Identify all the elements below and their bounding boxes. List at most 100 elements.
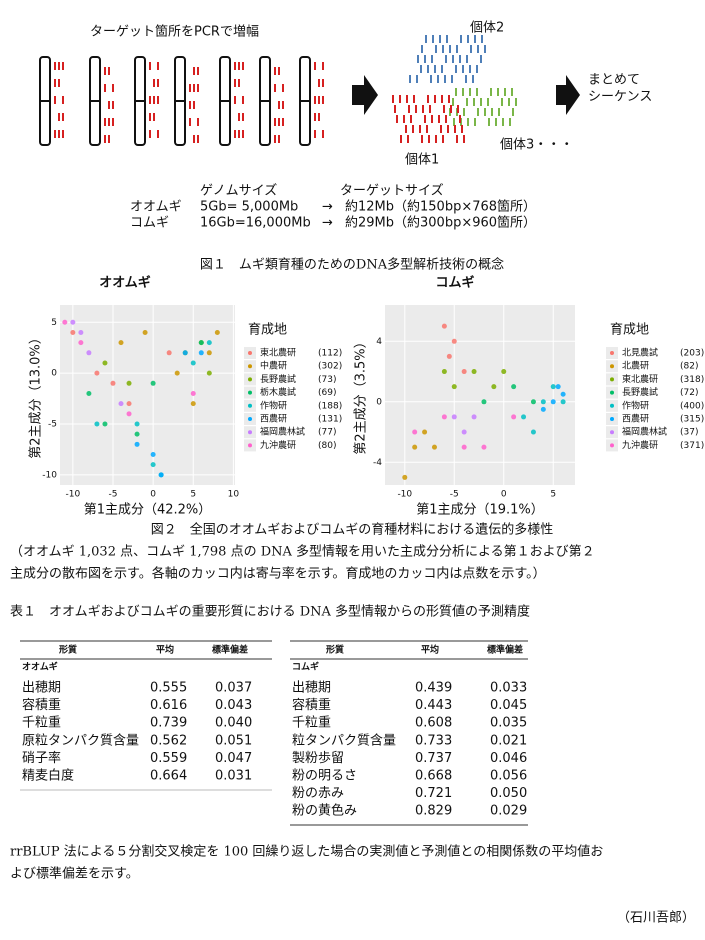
amplicon [112,118,114,126]
amplicon [197,118,199,126]
point [102,421,108,427]
read [422,105,424,113]
read [443,105,445,113]
table-cell: 0.721 [415,786,452,801]
amplicon [58,62,60,70]
point [190,390,196,396]
legend-label: 北見農試 [622,347,658,359]
read [448,95,450,103]
arrow [352,75,378,115]
x-tick-label: 10 [228,490,240,500]
read [439,35,441,43]
read [477,108,479,116]
table-cell: 出穂期 [292,681,331,696]
table-cell: 精麦白度 [22,768,74,784]
point [560,391,566,397]
amplicon [104,118,106,126]
amplicon [278,135,280,143]
amplicon [104,135,106,143]
point [451,338,457,344]
point [560,399,566,405]
read [481,35,483,43]
amplicon [149,130,151,138]
legend-count: (80) [318,441,336,451]
text: （オオムギ 1,032 点、コムギ 1,798 点の DNA 多型情報を用いた主… [10,544,595,560]
amplicon [62,62,64,70]
amplicon [58,130,60,138]
read [407,135,409,143]
point [481,444,487,450]
read [449,45,451,53]
legend-count: (112) [318,349,342,359]
point [451,414,457,420]
x-tick-label: -10 [397,490,412,500]
table-header: 標準偏差 [212,644,248,656]
read [410,115,412,123]
point [511,384,517,390]
point [550,399,556,405]
read [441,95,443,103]
amplicon [112,84,114,92]
read [502,118,504,126]
read [434,95,436,103]
read [495,118,497,126]
read [474,118,476,126]
read [467,118,469,126]
text: rrBLUP 法による５分割交叉検定を 100 回繰り返した場合の実測値と予測値… [10,844,603,860]
read [425,35,427,43]
legend-label: 福岡農林試 [622,426,667,438]
legend-title: 育成地 [610,322,649,338]
text: 個体3・・・ [500,138,573,153]
amplicon [62,96,64,104]
amplicon [189,118,191,126]
x-tick-label: -10 [65,490,80,500]
point [126,411,132,417]
legend-marker [610,377,614,382]
amplicon [242,113,244,121]
amplicon [58,113,60,121]
y-tick-label: 0 [51,369,57,379]
read [394,105,396,113]
point [530,399,536,405]
amplicon [242,62,244,70]
point [402,474,408,480]
point [110,380,116,386]
read [497,88,499,96]
point [540,406,546,412]
amplicon [197,84,199,92]
table-cell: 0.555 [150,681,187,696]
table-group: オオムギ [22,661,58,673]
legend-marker [610,390,614,395]
read [416,75,418,83]
amplicon [318,113,320,121]
table-cell: 0.737 [415,751,452,766]
amplicon [193,67,195,75]
legend-marker [248,443,252,448]
read [446,35,448,43]
point [441,414,447,420]
read [484,108,486,116]
legend-label: 長野農試 [260,373,296,385]
read [472,75,474,83]
table-cell: 0.739 [150,716,187,731]
legend-count: (302) [318,362,342,372]
table-header: 平均 [421,644,439,656]
amplicon [149,113,151,121]
read [421,135,423,143]
read [466,55,468,63]
read [447,125,449,133]
legend-label: 作物研 [622,399,649,411]
legend-count: (318) [680,375,704,385]
point [540,399,546,405]
read [473,98,475,106]
table-cell: 0.829 [415,804,452,819]
read [405,125,407,133]
table-cell: 容積重 [292,697,331,713]
amplicon [157,79,159,87]
amplicon [58,79,60,87]
point [471,369,477,375]
table-cell: 0.037 [215,681,252,696]
amplicon [322,130,324,138]
y-tick-label: -5 [48,419,57,429]
y-tick-label: 5 [51,318,57,328]
